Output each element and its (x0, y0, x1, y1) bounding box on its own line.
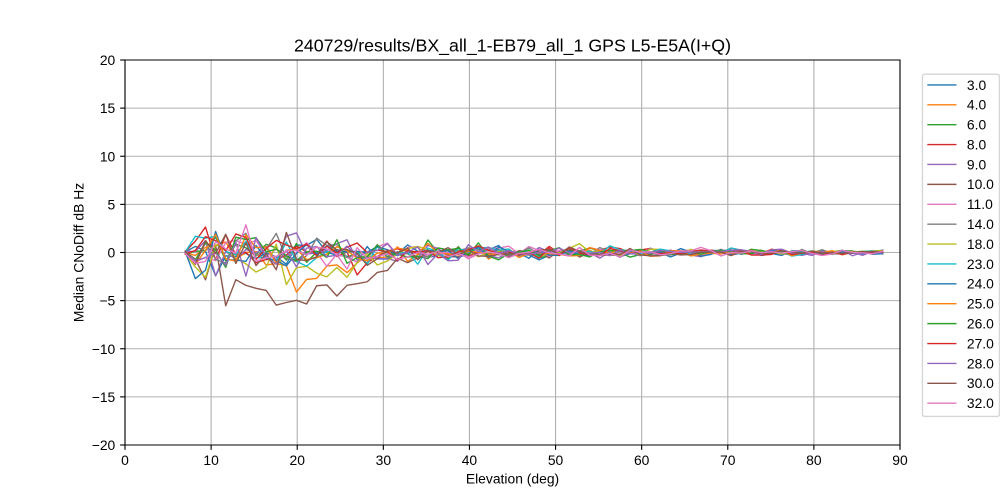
svg-text:6.0: 6.0 (967, 117, 987, 133)
svg-text:Median CNoDiff dB Hz: Median CNoDiff dB Hz (70, 183, 86, 322)
svg-text:60: 60 (634, 452, 650, 468)
svg-text:10: 10 (203, 452, 219, 468)
svg-text:20: 20 (290, 452, 306, 468)
svg-text:−5: −5 (99, 293, 115, 309)
svg-text:80: 80 (806, 452, 822, 468)
svg-text:10: 10 (100, 148, 116, 164)
svg-text:0: 0 (108, 245, 116, 261)
svg-text:26.0: 26.0 (967, 315, 994, 331)
svg-text:11.0: 11.0 (967, 196, 993, 212)
svg-text:23.0: 23.0 (967, 256, 994, 272)
svg-text:50: 50 (548, 452, 564, 468)
svg-text:−10: −10 (92, 341, 116, 357)
svg-text:27.0: 27.0 (967, 335, 994, 351)
svg-text:15: 15 (100, 100, 116, 116)
svg-text:Elevation (deg): Elevation (deg) (466, 470, 559, 486)
svg-text:70: 70 (720, 452, 736, 468)
svg-text:40: 40 (462, 452, 478, 468)
svg-text:10.0: 10.0 (967, 176, 994, 192)
svg-text:14.0: 14.0 (967, 216, 994, 232)
svg-text:25.0: 25.0 (967, 296, 994, 312)
svg-text:30.0: 30.0 (967, 375, 994, 391)
svg-text:24.0: 24.0 (967, 276, 994, 292)
svg-text:90: 90 (892, 452, 908, 468)
svg-text:240729/results/BX_all_1-EB79_a: 240729/results/BX_all_1-EB79_all_1 GPS L… (294, 36, 731, 57)
svg-text:28.0: 28.0 (967, 355, 994, 371)
svg-text:−15: −15 (92, 389, 116, 405)
svg-text:−20: −20 (92, 437, 116, 453)
svg-text:9.0: 9.0 (967, 156, 987, 172)
svg-text:32.0: 32.0 (967, 395, 994, 411)
svg-text:0: 0 (121, 452, 129, 468)
svg-text:3.0: 3.0 (967, 77, 987, 93)
svg-text:30: 30 (376, 452, 392, 468)
svg-text:18.0: 18.0 (967, 236, 994, 252)
svg-text:5: 5 (108, 196, 116, 212)
svg-text:20: 20 (100, 52, 116, 68)
svg-text:4.0: 4.0 (967, 97, 987, 113)
svg-text:8.0: 8.0 (967, 136, 987, 152)
